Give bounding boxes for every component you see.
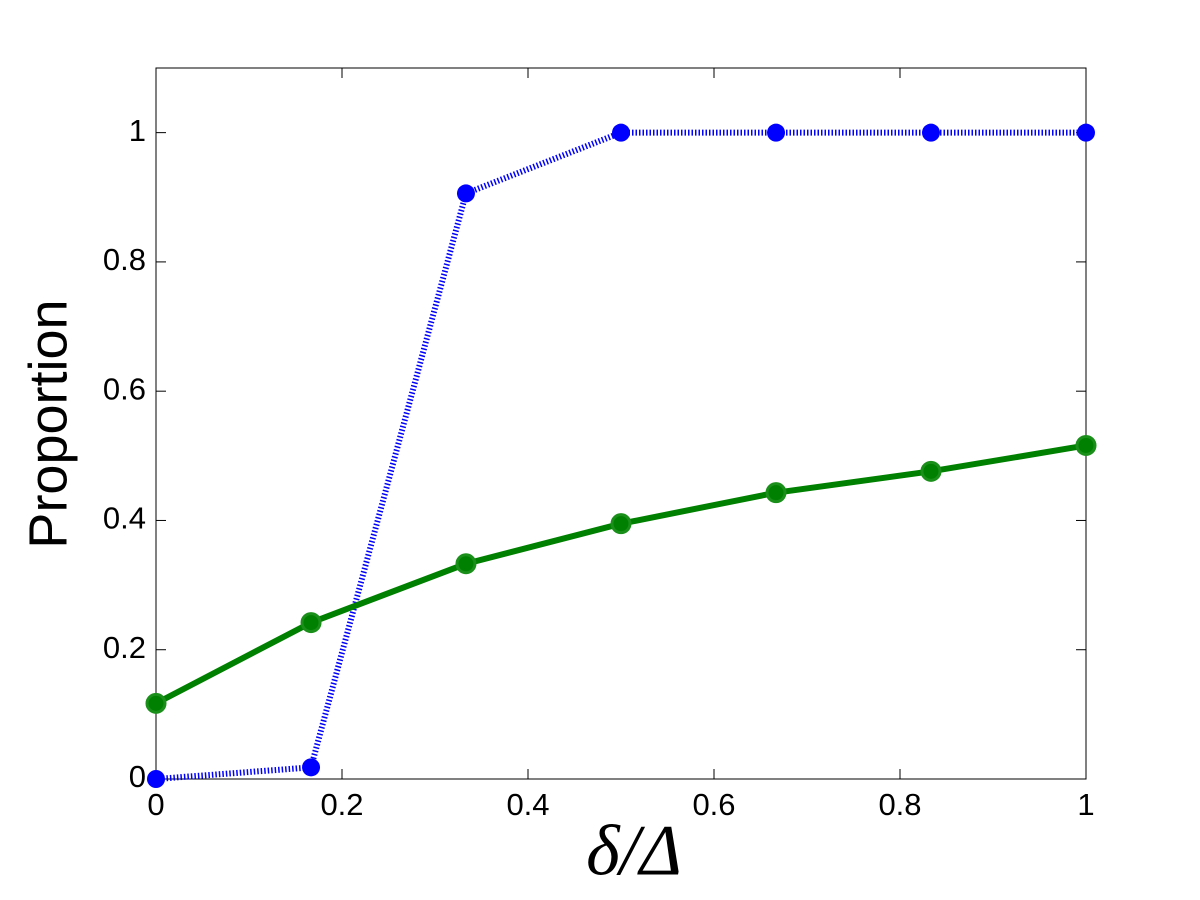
- data-point: [1077, 123, 1095, 142]
- plot-frame: [155, 67, 1087, 780]
- data-point: [610, 513, 632, 535]
- y-tick-label: 0.2: [103, 630, 146, 665]
- x-tick-label: 1: [1077, 787, 1094, 822]
- data-point: [765, 482, 787, 504]
- x-tick-label: 0.8: [878, 787, 921, 822]
- data-point: [456, 184, 475, 203]
- data-point: [147, 770, 165, 788]
- data-point: [920, 460, 942, 482]
- data-point: [455, 553, 477, 575]
- data-point: [921, 123, 940, 142]
- y-tick-label: 1: [129, 113, 146, 148]
- x-tick-label: 0.2: [320, 787, 363, 822]
- x-tick-label: 0.6: [692, 787, 735, 822]
- data-point: [767, 123, 786, 142]
- x-axis-label: δ/Δ: [586, 811, 682, 891]
- data-point: [1075, 434, 1097, 456]
- data-point: [145, 692, 167, 714]
- y-tick-label: 0.4: [103, 501, 146, 536]
- data-point: [300, 612, 322, 634]
- y-tick-label: 0.8: [103, 242, 146, 277]
- data-point: [302, 758, 321, 777]
- y-tick-label: 0: [129, 759, 146, 794]
- y-axis-label: Proportion: [18, 299, 78, 548]
- x-tick-label: 0: [147, 787, 164, 822]
- x-tick-label: 0.4: [506, 787, 549, 822]
- y-tick-label: 0.6: [103, 371, 146, 406]
- data-point: [612, 123, 630, 142]
